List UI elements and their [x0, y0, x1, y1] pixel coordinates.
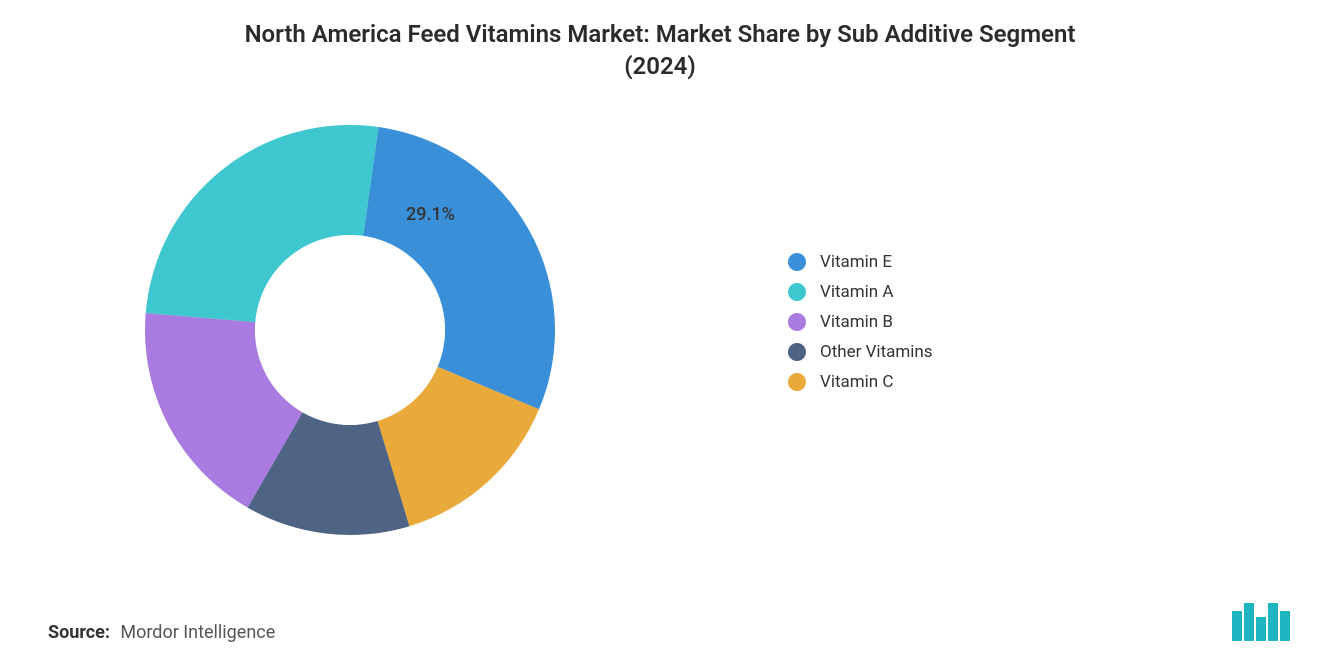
legend-swatch — [788, 313, 806, 331]
legend: Vitamin E Vitamin A Vitamin B Other Vitamin… — [788, 252, 933, 392]
title-line-2: (2024) — [624, 52, 696, 80]
chart-title: North America Feed Vitamins Market: Mark… — [0, 18, 1320, 83]
source-line: Source: Mordor Intelligence — [48, 622, 275, 643]
legend-label: Other Vitamins — [820, 342, 933, 362]
donut-hole — [255, 235, 445, 425]
source-label: Source: — [48, 622, 110, 643]
donut-svg — [140, 120, 560, 540]
legend-item: Vitamin C — [788, 372, 933, 392]
legend-item: Vitamin A — [788, 282, 933, 302]
legend-label: Vitamin B — [820, 312, 893, 332]
legend-item: Vitamin B — [788, 312, 933, 332]
legend-label: Vitamin A — [820, 282, 894, 302]
legend-swatch — [788, 283, 806, 301]
title-line-1: North America Feed Vitamins Market: Mark… — [245, 20, 1076, 48]
source-value: Mordor Intelligence — [120, 622, 275, 643]
legend-item: Vitamin E — [788, 252, 933, 272]
largest-slice-callout: 29.1% — [406, 204, 455, 225]
legend-item: Other Vitamins — [788, 342, 933, 362]
legend-swatch — [788, 253, 806, 271]
donut-chart: 29.1% — [140, 120, 560, 540]
legend-label: Vitamin C — [820, 372, 893, 392]
legend-label: Vitamin E — [820, 252, 892, 272]
legend-swatch — [788, 343, 806, 361]
mordor-logo-icon — [1230, 603, 1292, 643]
legend-swatch — [788, 373, 806, 391]
